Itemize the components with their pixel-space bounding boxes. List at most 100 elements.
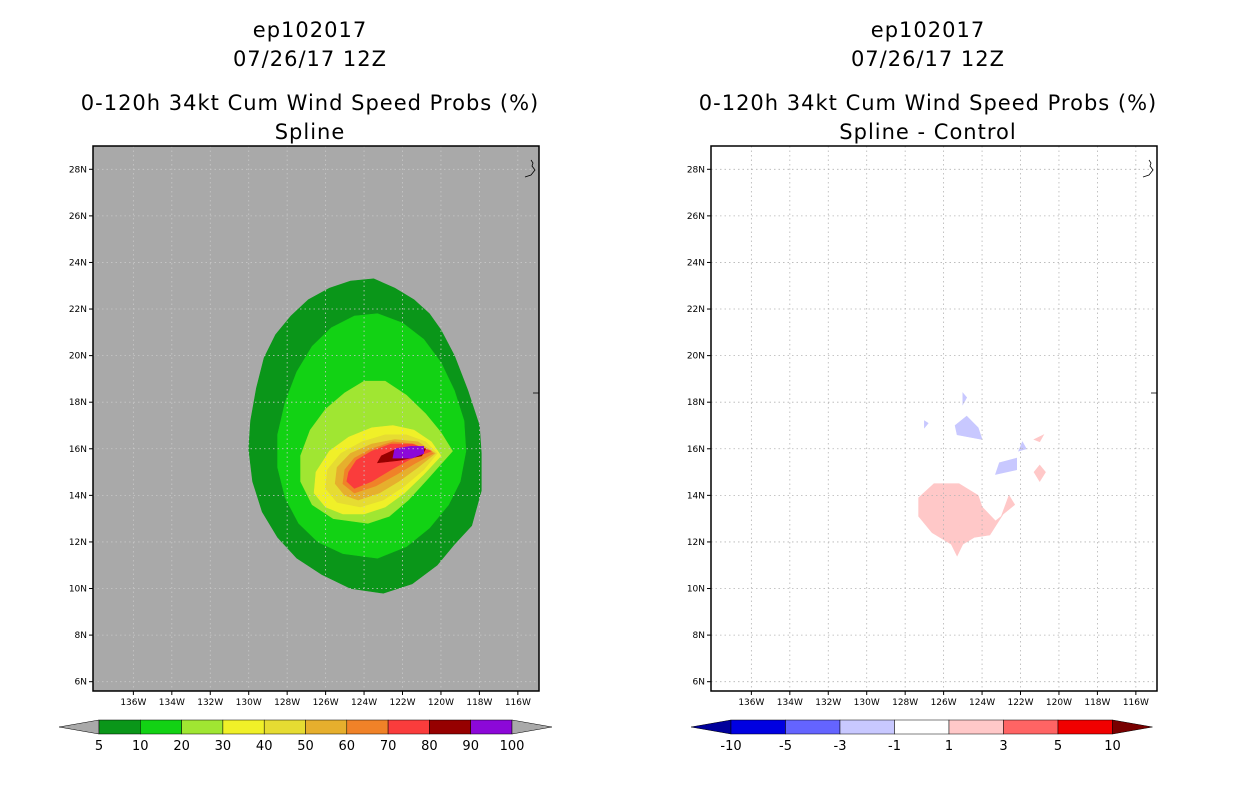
left-xtick-label-130W: 130W bbox=[236, 698, 262, 708]
right-xtick-label-126W: 126W bbox=[931, 698, 957, 708]
right-colorbar-label-6: 5 bbox=[1054, 739, 1062, 754]
left-ytick-label-10N: 10N bbox=[69, 585, 87, 595]
right-colorbar-label-3: -1 bbox=[888, 739, 901, 754]
right-colorbar-extend-low bbox=[690, 719, 732, 735]
right-xtick-label-134W: 134W bbox=[777, 698, 803, 708]
right-ytick-label-12N: 12N bbox=[687, 538, 705, 548]
left-colorbar-label-6: 60 bbox=[339, 739, 356, 754]
left-colorbar-swatch-3 bbox=[222, 719, 265, 735]
left-colorbar-label-9: 90 bbox=[462, 739, 479, 754]
right-colorbar: -10 -5 -3 -1 1 3 5 10 bbox=[690, 719, 1153, 754]
left-ytick-label-8N: 8N bbox=[75, 631, 87, 641]
left-colorbar-swatch-2 bbox=[181, 719, 224, 735]
left-xtick-label-134W: 134W bbox=[159, 698, 185, 708]
left-xtick-label-120W: 120W bbox=[428, 698, 454, 708]
left-map-frame bbox=[92, 145, 540, 692]
right-xtick-label-128W: 128W bbox=[892, 698, 918, 708]
left-ytick-label-24N: 24N bbox=[69, 258, 87, 268]
right-xtick-label-132W: 132W bbox=[815, 698, 841, 708]
left-ytick-label-16N: 16N bbox=[69, 445, 87, 455]
right-ytick-label-6N: 6N bbox=[693, 678, 705, 688]
left-colorbar-label-1: 10 bbox=[132, 739, 149, 754]
right-colorbar-label-0: -10 bbox=[720, 739, 741, 754]
left-contour-group bbox=[248, 278, 482, 594]
left-colorbar-swatch-9 bbox=[470, 719, 513, 735]
right-colorbar-swatch-3 bbox=[894, 719, 950, 735]
left-xtick-label-126W: 126W bbox=[313, 698, 339, 708]
left-title-model: Spline bbox=[274, 120, 346, 144]
right-coastline bbox=[1142, 159, 1154, 178]
right-title-model: Spline - Control bbox=[839, 120, 1017, 144]
right-contour--3--1-5 bbox=[995, 457, 1018, 475]
right-colorbar-label-7: 10 bbox=[1104, 739, 1121, 754]
right-colorbar-label-5: 3 bbox=[999, 739, 1007, 754]
left-xtick-label-122W: 122W bbox=[389, 698, 415, 708]
right-colorbar-label-4: 1 bbox=[945, 739, 953, 754]
left-colorbar-label-7: 70 bbox=[380, 739, 397, 754]
right-contour--3--1-4 bbox=[954, 415, 983, 440]
left-colorbar-label-0: 5 bbox=[95, 739, 103, 754]
left-ytick-label-12N: 12N bbox=[69, 538, 87, 548]
right-contour-1-3-1 bbox=[918, 483, 983, 545]
right-ytick-label-20N: 20N bbox=[687, 352, 705, 362]
left-colorbar-label-8: 80 bbox=[421, 739, 438, 754]
left-ytick-label-28N: 28N bbox=[69, 165, 87, 175]
left-coastline bbox=[524, 159, 536, 178]
left-xtick-label-116W: 116W bbox=[505, 698, 531, 708]
right-xtick-label-118W: 118W bbox=[1084, 698, 1110, 708]
right-ytick-label-18N: 18N bbox=[687, 398, 705, 408]
right-title-datetime: 07/26/17 12Z bbox=[850, 47, 1006, 71]
right-xtick-label-120W: 120W bbox=[1046, 698, 1072, 708]
left-xtick-label-118W: 118W bbox=[466, 698, 492, 708]
right-colorbar-swatch-6 bbox=[1057, 719, 1113, 735]
left-colorbar: 5 10 20 30 40 50 60 70 80 90 100 bbox=[58, 719, 553, 754]
right-xtick-label-130W: 130W bbox=[854, 698, 880, 708]
right-colorbar-swatch-4 bbox=[948, 719, 1004, 735]
left-colorbar-label-5: 50 bbox=[297, 739, 314, 754]
right-colorbar-label-1: -5 bbox=[779, 739, 792, 754]
right-colorbar-swatch-1 bbox=[785, 719, 841, 735]
left-title-variable: 0-120h 34kt Cum Wind Speed Probs (%) bbox=[80, 91, 540, 115]
left-colorbar-label-2: 20 bbox=[173, 739, 190, 754]
left-colorbar-swatch-7 bbox=[387, 719, 430, 735]
left-colorbar-extend-low bbox=[58, 719, 100, 735]
right-xtick-label-116W: 116W bbox=[1123, 698, 1149, 708]
left-colorbar-extend-high bbox=[511, 719, 553, 735]
right-ytick-label-22N: 22N bbox=[687, 305, 705, 315]
right-ytick-label-28N: 28N bbox=[687, 165, 705, 175]
left-colorbar-swatch-8 bbox=[429, 719, 471, 735]
right-ytick-label-24N: 24N bbox=[687, 258, 705, 268]
right-xtick-label-124W: 124W bbox=[969, 698, 995, 708]
left-title-datetime: 07/26/17 12Z bbox=[232, 47, 388, 71]
left-colorbar-swatch-1 bbox=[140, 719, 182, 735]
left-colorbar-swatch-0 bbox=[98, 719, 141, 735]
right-ytick-label-10N: 10N bbox=[687, 585, 705, 595]
left-colorbar-label-10: 100 bbox=[500, 739, 525, 754]
right-map-panel: 136W 134W 132W 130W 128W 126W 124W 122W 120W 118W… bbox=[687, 145, 1158, 708]
right-ytick-label-26N: 26N bbox=[687, 212, 705, 222]
right-contour-1-3-2 bbox=[1033, 434, 1045, 443]
left-ytick-label-14N: 14N bbox=[69, 491, 87, 501]
left-colorbar-swatch-6 bbox=[346, 719, 389, 735]
left-colorbar-swatch-4 bbox=[263, 719, 306, 735]
right-colorbar-swatch-2 bbox=[839, 719, 895, 735]
left-xtick-label-136W: 136W bbox=[120, 698, 146, 708]
left-ytick-label-22N: 22N bbox=[69, 305, 87, 315]
right-title-variable: 0-120h 34kt Cum Wind Speed Probs (%) bbox=[698, 91, 1158, 115]
right-map-background bbox=[711, 146, 1157, 691]
left-ytick-label-6N: 6N bbox=[75, 678, 87, 688]
right-colorbar-extend-high bbox=[1112, 719, 1153, 735]
right-colorbar-swatch-0 bbox=[730, 719, 786, 735]
right-map-frame bbox=[710, 145, 1158, 692]
right-xtick-label-136W: 136W bbox=[738, 698, 764, 708]
right-contour--3--1-8 bbox=[924, 420, 929, 429]
right-contour--3--1-7 bbox=[962, 392, 968, 406]
left-colorbar-label-4: 40 bbox=[256, 739, 273, 754]
right-contour-group bbox=[918, 392, 1046, 557]
right-xtick-label-122W: 122W bbox=[1007, 698, 1033, 708]
left-xtick-label-124W: 124W bbox=[351, 698, 377, 708]
left-ytick-label-18N: 18N bbox=[69, 398, 87, 408]
left-colorbar-label-3: 30 bbox=[215, 739, 232, 754]
left-xtick-label-132W: 132W bbox=[197, 698, 223, 708]
